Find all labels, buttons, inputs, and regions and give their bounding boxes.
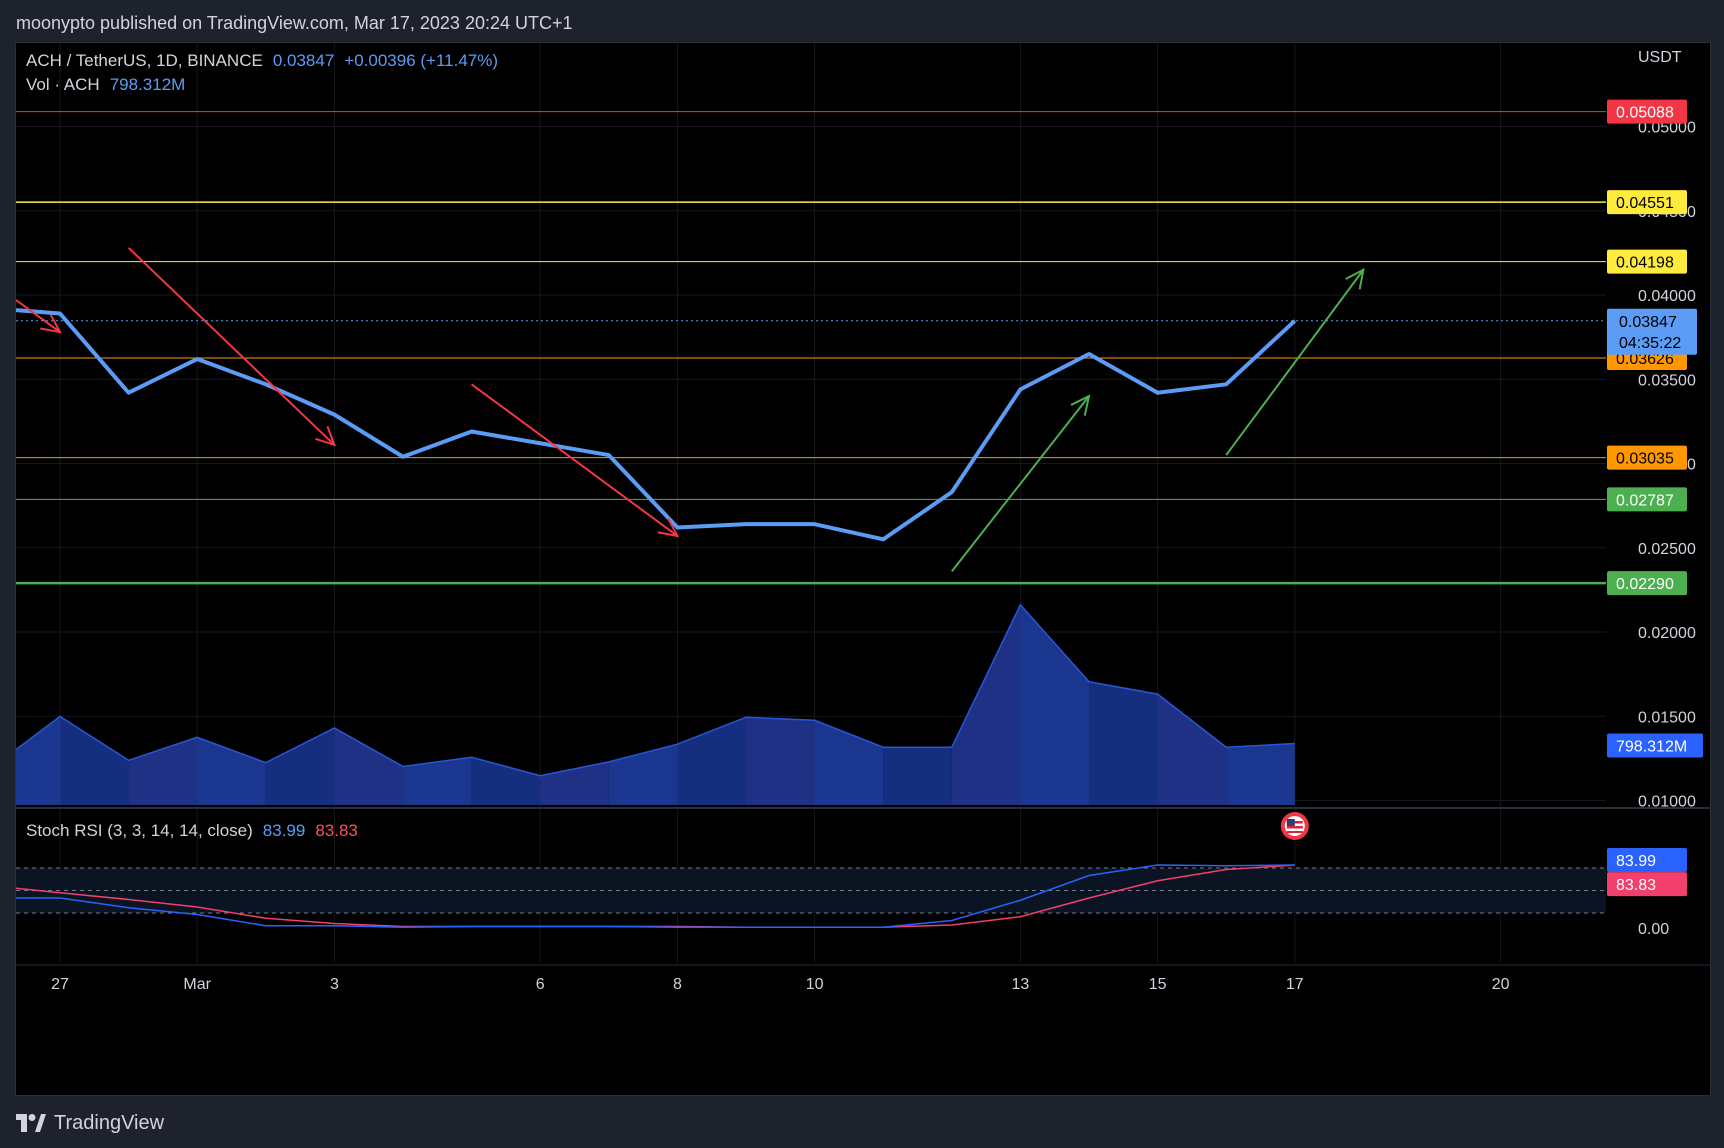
svg-text:798.312M: 798.312M (1616, 739, 1687, 756)
svg-text:0.02787: 0.02787 (1616, 492, 1674, 509)
volume-outline (16, 603, 1295, 777)
volume-segment (16, 716, 60, 805)
chart-canvas[interactable]: USDT0.050000.045000.040000.035000.030000… (16, 43, 1710, 1095)
svg-text:0.05088: 0.05088 (1616, 105, 1674, 122)
volume-segment (1020, 604, 1089, 805)
volume-segment (60, 716, 129, 805)
trend-arrow-head (315, 425, 337, 447)
time-tick-10: 10 (806, 976, 824, 993)
volume-segment (471, 757, 541, 805)
level-badge-0.04198: 0.04198 (1607, 249, 1687, 274)
volume-segment (608, 744, 678, 805)
price-tick-0.02000: 0.02000 (1638, 625, 1696, 642)
svg-text:0.03626: 0.03626 (1616, 351, 1674, 368)
price-series-line (16, 308, 1297, 542)
price-tick-0.04000: 0.04000 (1638, 288, 1696, 305)
trend-arrow-head (657, 517, 680, 538)
currency-label: USDT (1638, 49, 1682, 66)
svg-text:83.99: 83.99 (1616, 853, 1656, 870)
volume-segment (1226, 743, 1295, 805)
publication-header: moonypto published on TradingView.com, M… (16, 13, 573, 33)
volume-segment (746, 717, 815, 805)
volume-segment (197, 737, 266, 805)
grid (16, 43, 1710, 966)
price-line (16, 308, 1309, 840)
drawn-arrows (16, 247, 1365, 572)
trend-arrow-head (40, 313, 62, 334)
volume-segment (334, 728, 403, 805)
svg-text:0.04551: 0.04551 (1616, 195, 1674, 212)
stoch-rsi-pane (16, 864, 1606, 929)
stoch-label: Stoch RSI (3, 3, 14, 14, close) (26, 821, 253, 840)
stoch-legend[interactable]: Stoch RSI (3, 3, 14, 14, close) 83.99 83.8… (26, 821, 368, 841)
tradingview-brand[interactable]: TradingView (16, 1108, 164, 1138)
trend-arrow-shaft (16, 299, 61, 333)
level-badge-0.02787: 0.02787 (1607, 487, 1687, 512)
horizontal-levels (16, 111, 1606, 585)
brand-name: TradingView (54, 1111, 165, 1134)
volume-badge: 798.312M (1607, 733, 1703, 758)
volume-segment (883, 747, 952, 805)
price-tick-0.02500: 0.02500 (1638, 541, 1696, 558)
us-economic-event-icon (1280, 812, 1309, 840)
stoch-d-value: 83.83 (315, 821, 358, 840)
level-badge-0.04551: 0.04551 (1607, 190, 1687, 215)
volume-segment (951, 604, 1021, 805)
time-tick-20: 20 (1492, 976, 1510, 993)
time-tick-3: 3 (330, 976, 339, 993)
volume-segment (403, 757, 472, 805)
price-tick-0.05000: 0.05000 (1638, 120, 1696, 137)
volume-segment (677, 717, 746, 805)
symbol-legend[interactable]: ACH / TetherUS, 1D, BINANCE 0.03847 +0.003… (26, 51, 508, 71)
candle-countdown: 04:35:22 (1619, 335, 1681, 352)
price-axis: USDT0.050000.045000.040000.035000.030000… (1607, 49, 1703, 938)
stoch-k-value: 83.99 (262, 821, 306, 840)
price-change: +0.00396 (+11.47%) (344, 51, 499, 70)
current-price-badge: 0.03847 04:35:22 (1607, 308, 1697, 355)
trend-arrow-head (1070, 394, 1091, 416)
volume-segment (1157, 694, 1227, 805)
stoch-k-badge: 83.99 (1607, 848, 1687, 873)
svg-text:0.04198: 0.04198 (1616, 255, 1674, 272)
trend-arrow-shaft (1225, 269, 1365, 456)
volume-legend[interactable]: Vol · ACH 798.312M (26, 75, 195, 95)
volume-segment (1089, 681, 1158, 805)
time-tick-13: 13 (1012, 976, 1030, 993)
tradingview-logo-icon (16, 1114, 46, 1132)
svg-text:83.83: 83.83 (1616, 877, 1656, 894)
time-tick-27: 27 (51, 976, 69, 993)
svg-text:0.02290: 0.02290 (1616, 576, 1674, 593)
volume-segment (814, 720, 884, 805)
level-badge-0.02290: 0.02290 (1607, 571, 1687, 596)
time-axis: 27 Mar 3 6 8 10 13 15 17 20 (51, 976, 1509, 993)
level-badge-0.03035: 0.03035 (1607, 445, 1687, 470)
symbol-name: ACH / TetherUS, 1D, BINANCE (26, 51, 263, 70)
trend-arrow-shaft (951, 395, 1090, 572)
level-badge-0.05088: 0.05088 (1607, 99, 1687, 124)
stoch-tick-0.00: 0.00 (1638, 921, 1669, 938)
time-tick-15: 15 (1149, 976, 1167, 993)
volume-area (16, 603, 1295, 805)
volume-label: Vol · ACH (26, 75, 100, 94)
trend-arrow-shaft (471, 383, 678, 537)
time-tick-8: 8 (673, 976, 682, 993)
price-tick-0.01500: 0.01500 (1638, 709, 1696, 726)
price-tick-0.01000: 0.01000 (1638, 794, 1696, 811)
last-price: 0.03847 (272, 51, 335, 70)
stoch-d-badge: 83.83 (1607, 872, 1687, 897)
time-tick-Mar: Mar (183, 976, 211, 993)
volume-segment (128, 737, 198, 805)
trend-arrow-head (1345, 267, 1365, 290)
price-tick-0.03500: 0.03500 (1638, 372, 1696, 389)
time-tick-6: 6 (536, 976, 545, 993)
svg-text:0.03035: 0.03035 (1616, 451, 1674, 468)
time-tick-17: 17 (1286, 976, 1304, 993)
current-price-value: 0.03847 (1619, 314, 1677, 331)
volume-segment (265, 728, 335, 805)
stoch-k-line (16, 864, 1295, 929)
chart-panel[interactable]: USDT0.050000.045000.040000.035000.030000… (15, 42, 1711, 1096)
volume-value: 798.312M (109, 75, 186, 94)
trend-arrow-shaft (127, 247, 336, 446)
